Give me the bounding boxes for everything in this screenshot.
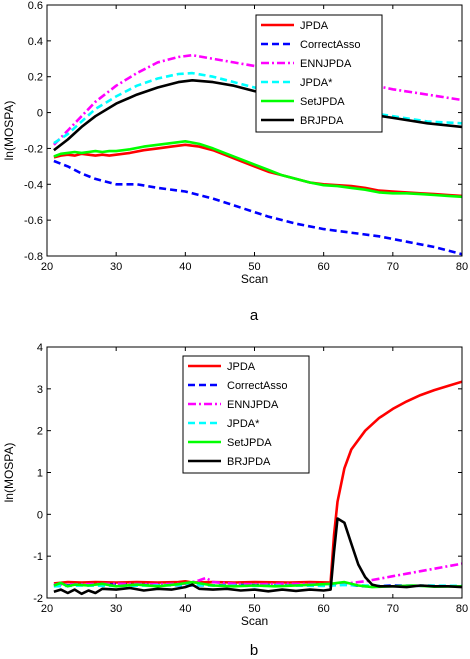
x-tick-label: 20 [41, 261, 53, 273]
x-axis-label: Scan [241, 272, 268, 286]
y-tick-label: -0.4 [24, 179, 43, 191]
legend-label-brjpda: BRJPDA [227, 456, 271, 468]
x-tick-label: 70 [387, 261, 399, 273]
x-tick-label: 60 [318, 603, 330, 615]
series-line-jpda [53, 380, 462, 585]
legend-label-jpda: JPDA [227, 361, 256, 373]
x-tick-label: 50 [248, 603, 260, 615]
y-tick-label: 0.4 [28, 36, 43, 48]
y-axis-label: ln(MOSPA) [2, 101, 16, 161]
x-tick-label: 20 [41, 603, 53, 615]
y-tick-label: -1 [33, 551, 43, 563]
x-tick-label: 80 [456, 603, 468, 615]
legend-label-ennjpda: ENNJPDA [227, 399, 279, 411]
y-tick-label: 4 [37, 342, 43, 354]
y-tick-label: 0.2 [28, 72, 43, 84]
y-tick-label: -0.6 [24, 215, 43, 227]
x-axis-label: Scan [241, 614, 268, 628]
legend-label-jpda-star: JPDA* [300, 77, 333, 89]
x-tick-label: 30 [110, 261, 122, 273]
chart-panel-a: 20 30 40 50 60 70 80 -0.8 -0.6 -0.4 -0.2 0 0.2 0.4 0.6… [2, 0, 468, 324]
x-tick-label: 60 [318, 261, 330, 273]
legend-label-jpda: JPDA [300, 20, 329, 32]
legend-label-brjpda: BRJPDA [300, 115, 344, 127]
legend-label-setjpda: SetJPDA [227, 437, 272, 449]
series-line-correctasso [53, 159, 462, 256]
legend-label-correctasso: CorrectAsso [227, 380, 288, 392]
legend: JPDA CorrectAsso ENNJPDA JPDA* SetJPDA BRJPDA [255, 14, 383, 133]
y-tick-label: 1 [37, 468, 43, 480]
y-tick-label: -0.8 [24, 251, 43, 263]
y-tick-label: 2 [37, 426, 43, 438]
series-group [53, 380, 462, 596]
y-tick-label: 0 [37, 509, 43, 521]
y-axis-label: ln(MOSPA) [2, 443, 16, 503]
legend-label-ennjpda: ENNJPDA [300, 58, 352, 70]
legend-label-jpda-star: JPDA* [227, 418, 260, 430]
x-tick-label: 40 [179, 261, 191, 273]
panel-label: a [250, 307, 259, 324]
series-line-setjpda [53, 140, 462, 199]
panel-label: b [250, 642, 258, 659]
x-tick-label: 30 [110, 603, 122, 615]
series-line-jpda [53, 143, 462, 198]
x-tick-label: 50 [248, 261, 260, 273]
legend-label-setjpda: SetJPDA [300, 96, 345, 108]
y-tick-label: -2 [33, 593, 43, 605]
x-tick-label: 40 [179, 603, 191, 615]
legend: JPDA CorrectAsso ENNJPDA JPDA* SetJPDA BRJPDA [182, 355, 310, 474]
chart-panel-b: 20 30 40 50 60 70 80 -2 -1 0 1 2 3 4 Scan ln(MOSPA) b JPD… [2, 342, 468, 659]
y-tick-label: 0.6 [28, 0, 43, 12]
series-line-brjpda [53, 517, 462, 596]
axes-box [46, 4, 463, 257]
y-tick-label: 0 [37, 108, 43, 120]
legend-box [255, 14, 383, 133]
y-tick-label: -0.2 [24, 143, 43, 155]
series-line-setjpda [53, 580, 462, 589]
x-tick-label: 70 [387, 603, 399, 615]
x-tick-label: 80 [456, 261, 468, 273]
y-tick-label: 3 [37, 384, 43, 396]
legend-label-correctasso: CorrectAsso [300, 39, 361, 51]
legend-box [182, 355, 310, 474]
